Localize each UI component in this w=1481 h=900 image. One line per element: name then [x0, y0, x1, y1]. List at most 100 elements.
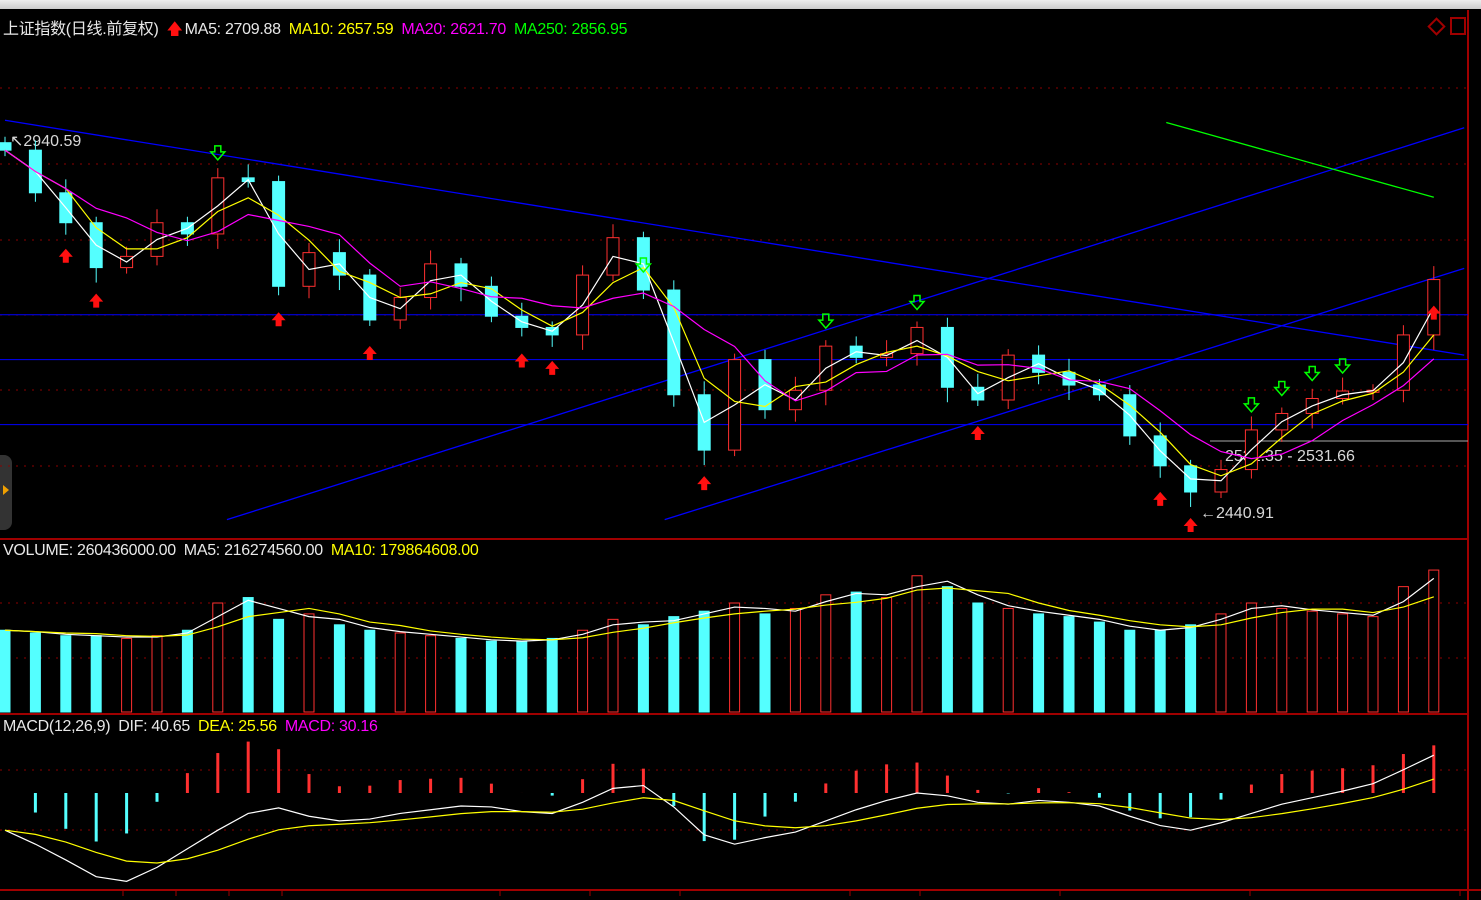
ma250-label: MA250: 2856.95 — [513, 21, 628, 38]
volume-bar — [698, 610, 710, 713]
volume-bar — [181, 629, 193, 713]
buy-arrow-icon — [58, 248, 73, 263]
volume-bar — [273, 618, 285, 713]
volume-bar — [0, 629, 11, 713]
sell-arrow-icon — [1273, 380, 1291, 397]
ma20-label: MA20: 2621.70 — [401, 21, 506, 38]
buy-arrow-icon — [89, 293, 104, 308]
volume-bar — [637, 624, 649, 713]
trendline — [226, 127, 1465, 521]
volume-bar — [577, 629, 589, 713]
toolbar — [0, 0, 1481, 9]
volume-bar — [1033, 613, 1045, 713]
buy-arrow-icon — [271, 312, 286, 327]
volume-bar — [1124, 629, 1136, 713]
buy-arrow-icon — [1426, 305, 1441, 320]
dea-line — [4, 778, 1434, 864]
ma10-label: MA10: 2657.59 — [288, 21, 394, 38]
volume-bar — [850, 591, 862, 713]
volume-bar — [881, 597, 893, 713]
volume-bar — [546, 637, 558, 713]
volume-bar — [29, 632, 41, 713]
sell-arrow-icon — [1303, 365, 1321, 382]
ma250-line — [1166, 121, 1434, 198]
volume-ma10-label: MA10: 179864608.00 — [330, 542, 479, 559]
panel-toggle-icon[interactable] — [1450, 17, 1466, 35]
volume-bar — [333, 624, 345, 713]
macd-header: MACD(12,26,9) DIF: 40.65 DEA: 25.56 MACD: 3… — [3, 718, 386, 736]
ma20-line — [4, 149, 1435, 460]
volume-bar — [516, 640, 528, 713]
volume-bar — [1428, 569, 1440, 713]
price-header: 上证指数(日线.前复权) 🡅 MA5: 2709.88 MA10: 2657.59 MA… — [3, 15, 635, 45]
trendline — [664, 267, 1465, 521]
volume-bar — [607, 618, 619, 713]
volume-bar — [1063, 616, 1075, 713]
ma5-line — [4, 149, 1435, 482]
sell-arrow-icon — [634, 257, 653, 274]
volume-bar — [729, 602, 741, 713]
volume-bar — [972, 602, 984, 713]
volume-bar — [485, 640, 497, 713]
volume-bar — [455, 637, 467, 713]
dea-label: DEA: 25.56 — [197, 718, 277, 735]
dif-line — [4, 754, 1435, 882]
buy-arrow-icon — [545, 360, 560, 375]
volume-bar — [759, 613, 771, 713]
volume-bar — [1185, 624, 1197, 713]
trendline — [4, 119, 1465, 356]
volume-bar — [1154, 629, 1166, 713]
volume-bar — [151, 635, 163, 713]
low-value: 2440.91 — [1216, 505, 1274, 522]
buy-arrow-icon — [1183, 518, 1198, 533]
volume-bar — [1367, 616, 1379, 713]
volume-ma5-label: MA5: 216274560.00 — [183, 542, 323, 559]
volume-bar — [941, 586, 953, 713]
volume-bar — [1397, 586, 1409, 713]
sell-arrow-icon — [908, 294, 926, 311]
volume-bar — [242, 597, 254, 713]
high-value: 2940.59 — [23, 133, 82, 150]
macd-title: MACD(12,26,9) — [3, 718, 111, 735]
volume-bar — [1215, 613, 1227, 713]
volume-bar — [789, 607, 801, 713]
volume-bar — [1337, 613, 1349, 713]
volume-bar — [303, 613, 315, 713]
volume-bar — [394, 632, 406, 713]
high-annotation: ↖2940.59 — [10, 133, 82, 150]
collapse-handle[interactable] — [0, 455, 12, 530]
volume-bar — [212, 602, 224, 713]
dif-label: DIF: 40.65 — [118, 718, 190, 735]
volume-bar — [121, 637, 133, 713]
volume-label: VOLUME: 260436000.00 — [3, 542, 176, 559]
volume-bar — [364, 629, 376, 713]
volume-bar — [90, 635, 102, 713]
buy-arrow-icon — [362, 345, 377, 360]
volume-bar — [1002, 607, 1014, 713]
up-arrow-icon: 🡅 — [166, 21, 183, 38]
ma5-label: MA5: 2709.88 — [184, 21, 281, 38]
chart-title: 上证指数(日线.前复权) — [3, 21, 159, 38]
buy-arrow-icon — [1153, 491, 1168, 506]
volume-bar — [1245, 602, 1257, 713]
volume-ma10-line — [4, 587, 1434, 641]
volume-bar — [820, 594, 832, 713]
low-annotation: ←2440.91 — [1200, 505, 1274, 522]
sell-arrow-icon — [1333, 358, 1352, 375]
sell-arrow-icon — [1242, 397, 1261, 414]
volume-header: VOLUME: 260436000.00 MA5: 216274560.00 MA1… — [3, 542, 486, 560]
buy-arrow-icon — [514, 353, 529, 368]
volume-bar — [425, 635, 437, 713]
buy-arrow-icon — [697, 476, 712, 491]
sell-arrow-icon — [817, 313, 835, 330]
volume-bar — [60, 635, 72, 713]
volume-bar — [668, 616, 680, 713]
volume-bar — [1093, 621, 1105, 713]
sell-arrow-icon — [209, 145, 227, 161]
candle — [0, 142, 12, 151]
volume-bar — [1306, 610, 1318, 713]
macd-label: MACD: 30.16 — [284, 718, 378, 735]
ma10-line — [4, 149, 1435, 477]
volume-bar — [1276, 607, 1288, 713]
